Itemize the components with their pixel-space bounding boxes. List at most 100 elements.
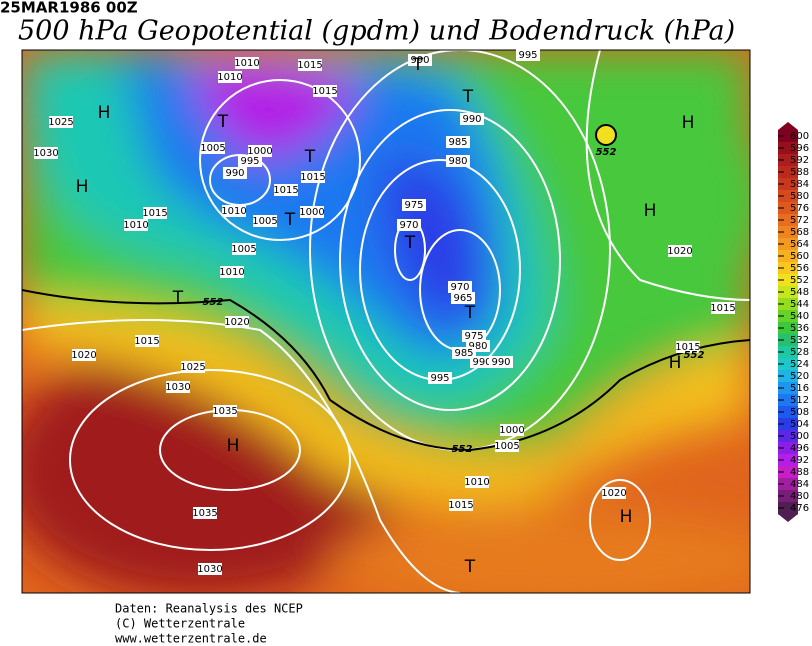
colorbar-swatch — [778, 166, 798, 179]
isobar-label: 1005 — [494, 441, 519, 452]
isobar-label-bg — [198, 563, 222, 575]
isobar-label-bg — [428, 372, 452, 384]
colorbar-label: 528 — [790, 347, 809, 358]
isobar-label-bg — [232, 243, 256, 255]
isobar-label: 1005 — [231, 244, 256, 255]
pressure-center: H — [682, 113, 695, 133]
isobar-label: 1010 — [219, 267, 244, 278]
colorbar-swatch — [778, 298, 798, 311]
colorbar-label: 504 — [790, 419, 809, 430]
pressure-center: T — [284, 210, 296, 230]
pressure-center: H — [227, 436, 240, 456]
isobar-label: 995 — [430, 373, 449, 384]
isobar-label: 1015 — [312, 86, 337, 97]
colorbar-label: 500 — [790, 431, 809, 442]
colorbar-swatch — [778, 358, 798, 371]
isobar-label: 975 — [464, 331, 483, 342]
pressure-center: T — [172, 288, 184, 308]
isobar-label-bg — [181, 361, 205, 373]
colorbar-label: 564 — [790, 239, 809, 250]
isobar-label-bg — [143, 207, 167, 219]
colorbar-swatch — [778, 370, 798, 383]
colorbar-label: 576 — [790, 203, 809, 214]
colorbar-swatch — [778, 478, 798, 491]
isobar-label-bg — [500, 424, 524, 436]
colorbar-swatch — [778, 262, 798, 275]
footer-line: (C) Wetterzentrale — [115, 617, 245, 631]
pressure-center: H — [98, 103, 111, 123]
isobar-label: 985 — [448, 137, 467, 148]
pressure-center: T — [464, 303, 476, 323]
colorbar-swatch — [778, 130, 798, 143]
isobar-label-bg — [449, 499, 473, 511]
colorbar-swatch — [778, 226, 798, 239]
colorbar-swatch — [778, 454, 798, 467]
isobar-label-bg — [470, 356, 494, 368]
colorbar-swatch — [778, 442, 798, 455]
date-label: 25MAR1986 00Z — [0, 0, 138, 17]
colorbar-swatch — [778, 286, 798, 299]
colorbar-label: 508 — [790, 407, 809, 418]
colorbar-label: 516 — [790, 383, 809, 394]
isobar-label-bg — [602, 487, 626, 499]
isobar-label-bg — [223, 167, 247, 179]
isobar-label-bg — [72, 349, 96, 361]
isobar-label: 975 — [404, 200, 423, 211]
colorbar-swatch — [778, 394, 798, 407]
isobar-label-bg — [253, 215, 277, 227]
colorbar-swatch — [778, 466, 798, 479]
pressure-center: T — [412, 55, 424, 75]
colorbar-label: 480 — [790, 491, 809, 502]
colorbar-label: 476 — [790, 503, 809, 514]
isobar-label-bg — [451, 292, 475, 304]
isobar-label-bg — [213, 405, 237, 417]
isobar-label-bg — [516, 49, 540, 61]
colorbar-swatch — [778, 238, 798, 251]
isobar-label-bg — [446, 136, 470, 148]
isobar-label: 1030 — [165, 382, 190, 393]
colorbar-label: 544 — [790, 299, 809, 310]
colorbar-swatch — [778, 406, 798, 419]
colorbar-bottom — [778, 514, 798, 522]
pressure-center: T — [304, 147, 316, 167]
isobar-label: 1010 — [221, 206, 246, 217]
isobar-label: 970 — [399, 220, 418, 231]
isobar-label: 1015 — [300, 172, 325, 183]
colorbar-label: 600 — [790, 131, 809, 142]
isobar-label-bg — [465, 476, 489, 488]
isobar-label: 1015 — [273, 185, 298, 196]
isobar-label-bg — [274, 184, 298, 196]
colorbar-swatch — [778, 178, 798, 191]
isobar-label-bg — [201, 142, 225, 154]
isobar-label: 1005 — [252, 216, 277, 227]
map-field — [22, 50, 750, 593]
colorbar-label: 584 — [790, 179, 809, 190]
map-frame — [21, 49, 751, 594]
colorbar-swatch — [778, 322, 798, 335]
isobar-label: 1035 — [192, 508, 217, 519]
pressure-center: H — [644, 201, 657, 221]
colorbar-label: 568 — [790, 227, 809, 238]
isobar-label-bg — [238, 155, 262, 167]
isobar-label: 1015 — [134, 336, 159, 347]
pressure-center: T — [404, 233, 416, 253]
isobar-label-bg — [235, 57, 259, 69]
footer-line: Daten: Reanalysis des NCEP — [115, 602, 303, 616]
isobar-label: 1000 — [247, 146, 272, 157]
isobar-label-bg — [668, 245, 692, 257]
isobar-label-bg — [225, 316, 249, 328]
isobar-label-bg — [460, 113, 484, 125]
colorbar-top — [778, 122, 798, 130]
isobar-label-bg — [222, 205, 246, 217]
isobar-label: 1020 — [667, 246, 692, 257]
contour-label: 552 — [684, 350, 705, 361]
colorbar-swatch — [778, 334, 798, 347]
colorbar-label: 560 — [790, 251, 809, 262]
isobar-label: 970 — [450, 282, 469, 293]
colorbar-label: 496 — [790, 443, 809, 454]
isobar-label-bg — [495, 440, 519, 452]
isobar-label: 1015 — [297, 60, 322, 71]
colorbar-swatch — [778, 490, 798, 503]
colorbar-swatch — [778, 502, 798, 515]
